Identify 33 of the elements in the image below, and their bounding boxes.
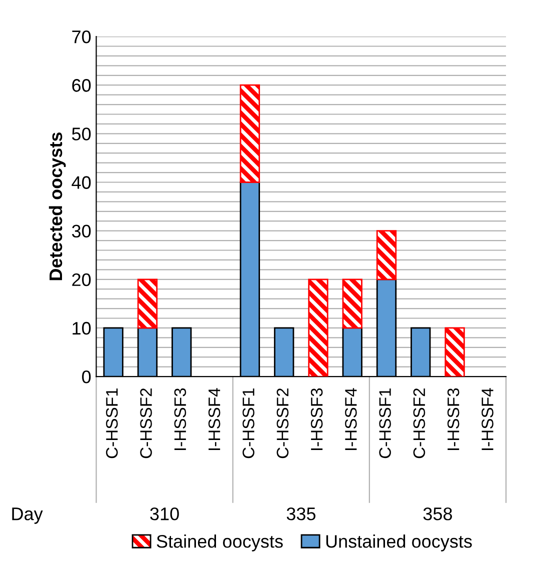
x-tick-label: I-HSSF4 <box>482 388 494 450</box>
x-tick-label: I-HSSF4 <box>345 388 357 450</box>
y-tick-label: 20 <box>72 273 91 286</box>
x-tick-label: C-HSSF2 <box>140 388 152 458</box>
bar <box>342 278 362 329</box>
bar <box>444 327 465 377</box>
y-tick-label: 0 <box>82 370 91 384</box>
x-tick-label: C-HSSF1 <box>242 388 254 458</box>
y-tick-label: 40 <box>72 176 91 189</box>
bar <box>376 230 397 280</box>
x-tick-label: C-HSSF1 <box>379 388 391 458</box>
x-tick-label: I-HSSF3 <box>447 388 460 450</box>
x-tick-label: I-HSSF4 <box>208 388 220 450</box>
x-tick-label: I-HSSF3 <box>310 388 323 450</box>
bar <box>240 84 260 183</box>
legend-label: Stained oocysts <box>156 534 283 552</box>
bar <box>137 278 158 329</box>
text: 310 <box>150 507 179 520</box>
text: 358 <box>423 507 452 520</box>
x-tick-label: C-HSSF2 <box>276 388 289 458</box>
x-tick-label: C-HSSF2 <box>413 388 426 458</box>
bar <box>308 278 328 377</box>
x-tick-label: C-HSSF1 <box>106 388 118 458</box>
y-axis-title: Detected oocysts <box>48 132 66 280</box>
y-tick-label: 30 <box>72 224 91 238</box>
x-tick-label: I-HSSF3 <box>174 388 186 450</box>
y-tick-label: 70 <box>72 30 91 44</box>
x-axis-title: Day <box>12 508 43 524</box>
text: 335 <box>286 507 316 520</box>
y-tick-label: 50 <box>72 128 91 140</box>
legend-label: Unstained oocysts <box>326 534 472 552</box>
y-tick-label: 60 <box>72 79 91 92</box>
y-tick-label: 10 <box>72 322 91 335</box>
